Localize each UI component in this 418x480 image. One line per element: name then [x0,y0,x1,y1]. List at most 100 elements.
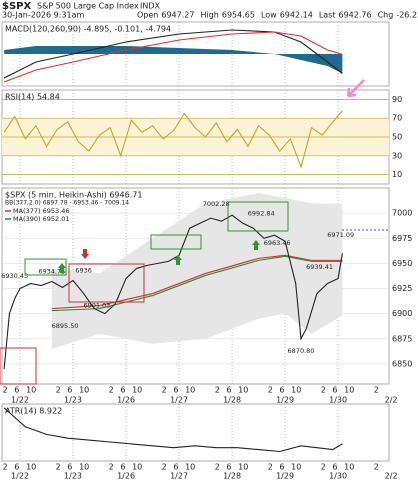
hour-tick-label: 6 [279,386,284,395]
date-tick-label: 1/23 [64,472,82,480]
hour-tick-label: 2 [56,463,61,472]
hour-tick-label: 6 [14,463,19,472]
price-annotation: 6936 [75,266,92,274]
hour-tick-label: 10 [132,463,142,472]
series-line [51,255,343,312]
hour-tick-label: 2 [3,463,8,472]
y-tick-label: 6925 [392,284,412,293]
y-tick-label: 6875 [392,334,412,343]
y-tick-label: 6950 [392,259,412,268]
hour-tick-label: 10 [344,386,354,395]
price-annotation: 6992.84 [248,209,275,217]
series-line [3,31,343,83]
plots: 2 6 10 2 6 10 2 6 10 2 6 10 2 6 10 2 6 10 2 6 10 21/22 1/23 1/2… [1,22,412,480]
series-line [51,254,343,310]
hour-tick-label: 10 [291,386,301,395]
legend-text: $SPX (5 min, Heikin-Ashi) 6946.71 [5,191,142,200]
date-tick-label: 1/30 [329,472,347,480]
hour-tick-label: 6 [332,386,337,395]
price-annotation: 6971.09 [327,231,354,239]
hour-tick-label: 6 [279,463,284,472]
legend-text: MA(377) 6953.46 [13,207,69,215]
panel-title: RSI(14) 54.84 [5,93,60,102]
hour-tick-label: 6 [173,386,178,395]
hour-tick-label: 6 [173,463,178,472]
quote-value: -26.25 (0.38%) [396,11,418,20]
date-tick-label: 1/28 [223,472,241,480]
bollinger-band [51,193,343,349]
hour-tick-label: 2 [109,463,114,472]
quote-label: Chg [378,11,394,20]
hour-tick-label: 6 [67,386,72,395]
date-tick-label: 1/27 [170,396,188,405]
histogram-area [4,46,343,74]
hour-tick-label: 6 [120,386,125,395]
price-annotation: 6870.80 [288,347,315,355]
y-tick-label: 6850 [392,359,412,368]
signal-arrows [58,79,365,273]
price-annotation: 6934.75 [38,268,65,276]
legend-text: BB(377,2.0) 6897.78 - 6953.46 - 7009.14 [5,200,129,207]
date-tick-label: 1/26 [117,396,135,405]
hour-tick-label: 2 [321,386,326,395]
hour-tick-label: 2 [215,463,220,472]
series-line [3,110,343,169]
hour-tick-label: 2 [3,386,8,395]
hour-tick-label: 10 [26,386,36,395]
series-line [3,214,343,369]
quote-value: 6947.27 [161,11,194,20]
hour-tick-label: 10 [132,386,142,395]
price-annotation: 7002.28 [203,200,230,208]
hour-tick-label: 2 [374,463,379,472]
price-annotation: 6901.03 [83,302,110,310]
date-tick-label: 2/2 [385,472,398,480]
y-tick-label: 30 [392,151,402,160]
hour-tick-label: 2 [321,463,326,472]
y-tick-label: 90 [392,95,402,104]
hour-tick-label: 2 [109,386,114,395]
date-tick-label: 1/22 [11,396,29,405]
quote-value: 6942.76 [338,11,371,20]
hour-tick-label: 10 [79,386,89,395]
series-line [3,29,343,79]
hour-tick-label: 10 [238,463,248,472]
hour-tick-label: 10 [79,463,89,472]
panel-title: MACD(120,260,90) -4.895, -0.101, -4.794 [5,25,171,34]
hour-tick-label: 6 [67,463,72,472]
hour-tick-label: 2 [56,386,61,395]
hour-tick-label: 2 [162,386,167,395]
price-annotation: 6930.43 [1,272,28,280]
y-tick-label: 70 [392,114,402,123]
quote-label: Last [319,11,336,20]
hour-tick-label: 6 [14,386,19,395]
date-tick-label: 2/2 [385,396,398,405]
timestamp: 30-Jan-2026 9:31am [2,11,85,20]
quote-label: High [200,11,218,20]
hour-tick-label: 6 [120,463,125,472]
quote-value: 6942.14 [280,11,313,20]
index-name: S&P 500 Large Cap Index [37,2,139,11]
quote-value: 6954.65 [222,11,255,20]
quote: Open 6947.27 High 6954.65 Low 6942.14 Last 6942… [137,11,418,20]
series-line [3,407,343,453]
price-annotation: 6939.41 [306,263,333,271]
y-tick-label: 10 [392,170,402,179]
hour-tick-label: 10 [344,463,354,472]
hour-tick-label: 2 [215,386,220,395]
date-tick-label: 1/29 [276,396,294,405]
hour-tick-label: 2 [268,386,273,395]
y-tick-label: 6900 [392,309,412,318]
atr-panel [1,403,390,462]
hour-tick-label: 10 [185,463,195,472]
date-tick-label: 1/30 [329,396,347,405]
quote-label: Low [261,11,277,20]
signal-boxes [0,201,289,385]
y-tick-label: 7000 [392,209,412,218]
date-tick-label: 1/22 [11,472,29,480]
y-tick-label: 50 [392,133,402,142]
hour-tick-label: 2 [268,463,273,472]
date-tick-label: 1/29 [276,472,294,480]
hour-tick-label: 10 [185,386,195,395]
hour-tick-label: 2 [374,386,379,395]
